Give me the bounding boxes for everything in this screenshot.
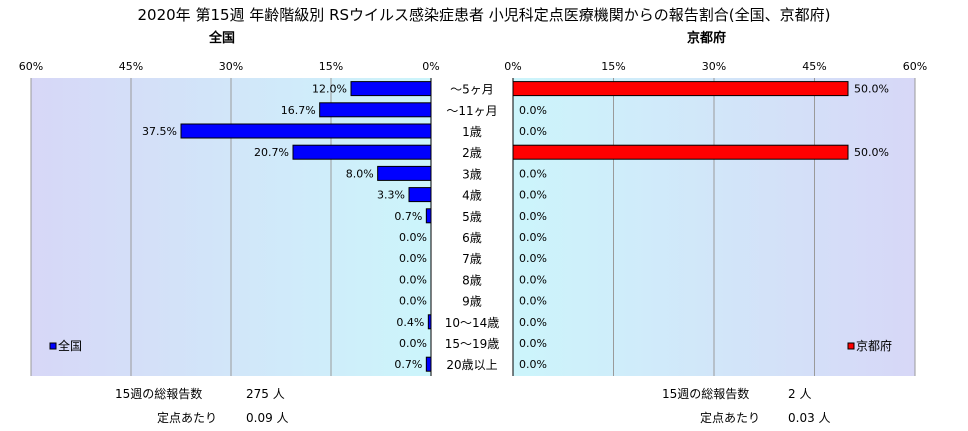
right-x-tick-label: 0% — [504, 60, 521, 73]
left-data-label: 0.7% — [394, 210, 422, 223]
left-data-label: 3.3% — [377, 189, 405, 202]
left-x-tick-label: 45% — [119, 60, 143, 73]
category-label: 20歳以上 — [446, 358, 497, 372]
left-legend-label: 全国 — [58, 338, 82, 353]
left-data-label: 0.0% — [399, 252, 427, 265]
right-data-label: 0.0% — [519, 231, 547, 244]
category-label: 8歳 — [462, 273, 482, 287]
left-bar — [425, 356, 432, 372]
category-label: 2歳 — [462, 146, 482, 160]
category-label: ～11ヶ月 — [446, 104, 497, 118]
left-bar — [319, 102, 432, 118]
right-total-label: 15週の総報告数 — [662, 387, 750, 401]
right-data-label: 0.0% — [519, 337, 547, 350]
category-label: 15～19歳 — [445, 337, 500, 351]
left-data-label: 0.0% — [399, 337, 427, 350]
category-label: 4歳 — [462, 189, 482, 203]
left-data-label: 0.0% — [399, 231, 427, 244]
right-legend-swatch — [847, 342, 855, 350]
right-x-tick-label: 30% — [702, 60, 726, 73]
category-label: 6歳 — [462, 231, 482, 245]
left-data-label: 0.0% — [399, 273, 427, 286]
left-data-label: 12.0% — [312, 83, 347, 96]
right-x-tick-label: 15% — [601, 60, 625, 73]
left-legend-swatch — [49, 342, 57, 350]
left-total-label: 15週の総報告数 — [115, 387, 203, 401]
left-bar — [180, 123, 432, 139]
left-per-label: 定点あたり — [157, 411, 218, 425]
left-panel-title: 全国 — [209, 31, 236, 46]
left-data-label: 0.7% — [394, 358, 422, 371]
left-bar — [292, 144, 432, 160]
right-data-label: 50.0% — [854, 146, 889, 159]
left-bar — [408, 187, 432, 203]
category-label: 10～14歳 — [445, 316, 500, 330]
left-bar — [425, 208, 432, 224]
right-data-label: 0.0% — [519, 210, 547, 223]
category-label: 1歳 — [462, 125, 482, 139]
left-x-tick-label: 30% — [219, 60, 243, 73]
left-total-value: 275 人 — [246, 387, 285, 401]
category-label: 3歳 — [462, 167, 482, 181]
right-data-label: 0.0% — [519, 189, 547, 202]
right-data-label: 0.0% — [519, 316, 547, 329]
left-per-value: 0.09 人 — [246, 411, 289, 425]
category-label: 7歳 — [462, 252, 482, 266]
right-legend-label: 京都府 — [856, 338, 892, 353]
left-x-tick-label: 15% — [319, 60, 343, 73]
right-data-label: 0.0% — [519, 295, 547, 308]
right-data-label: 0.0% — [519, 104, 547, 117]
category-label: 5歳 — [462, 210, 482, 224]
right-data-label: 0.0% — [519, 273, 547, 286]
left-data-label: 8.0% — [346, 167, 374, 180]
left-data-label: 37.5% — [142, 125, 177, 138]
right-data-label: 0.0% — [519, 358, 547, 371]
left-x-tick-label: 60% — [19, 60, 43, 73]
right-per-value: 0.03 人 — [788, 411, 831, 425]
right-data-label: 0.0% — [519, 125, 547, 138]
left-data-label: 0.4% — [396, 316, 424, 329]
right-data-label: 0.0% — [519, 167, 547, 180]
right-total-value: 2 人 — [788, 387, 812, 401]
right-data-label: 50.0% — [854, 83, 889, 96]
right-x-tick-label: 60% — [903, 60, 927, 73]
left-bar — [350, 81, 432, 97]
left-data-label: 0.0% — [399, 295, 427, 308]
left-bar — [377, 165, 432, 181]
right-data-label: 0.0% — [519, 252, 547, 265]
right-bar — [512, 81, 849, 97]
chart-title: 2020年 第15週 年齢階級別 RSウイルス感染症患者 小児科定点医療機関から… — [137, 6, 831, 24]
left-x-tick-label: 0% — [422, 60, 439, 73]
left-data-label: 20.7% — [254, 146, 289, 159]
right-panel-title: 京都府 — [687, 31, 727, 46]
left-data-label: 16.7% — [281, 104, 316, 117]
right-bar — [512, 144, 849, 160]
right-per-label: 定点あたり — [700, 411, 761, 425]
category-label: 9歳 — [462, 295, 482, 309]
category-label: ～5ヶ月 — [450, 83, 494, 97]
right-x-tick-label: 45% — [802, 60, 826, 73]
